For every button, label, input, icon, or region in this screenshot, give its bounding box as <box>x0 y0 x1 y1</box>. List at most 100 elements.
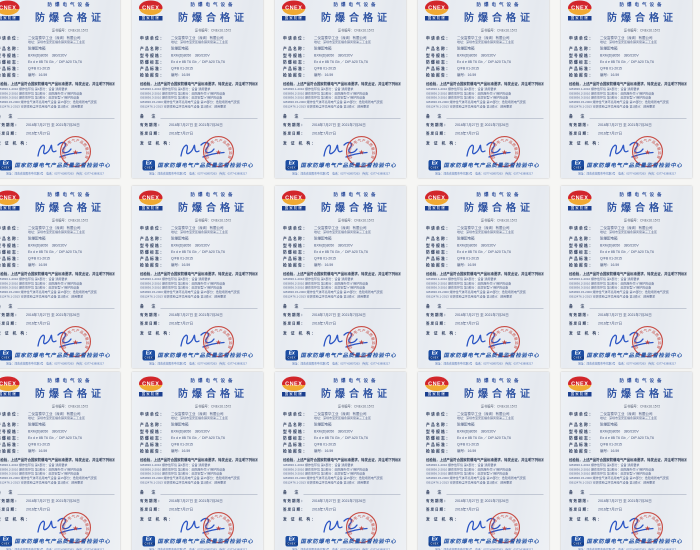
field-label: 检验报告： <box>140 263 165 268</box>
certificate-thumbnail[interactable]: CNEX 国家防爆 防爆电气设备 防爆合格证 证书编号：CNEx16.1572 … <box>561 372 692 550</box>
validity-value: 2016年7月27日 至 2021年7月26日 <box>169 499 223 504</box>
certificate-thumbnail[interactable]: CNEX 国家防爆 防爆电气设备 防爆合格证 证书编号：CNEx16.1572 … <box>418 186 549 368</box>
validity-row: 有效期限： 2016年7月27日 至 2021年7月26日 <box>140 123 258 128</box>
certificate-thumbnail[interactable]: CNEX 国家防爆 防爆电气设备 防爆合格证 证书编号：CNEx16.1572 … <box>0 186 120 368</box>
standard-line: GB12476.1-2013 可燃性粉尘环境用电气设备 第1部分：通用要求 <box>140 481 227 485</box>
field-label: 型号规格： <box>283 53 308 58</box>
conformity-statement: 经检验，上述产品符合国家防爆电气产品标准要求，特发此证，并注明下列标准： <box>0 82 115 87</box>
field-inspection-report: 检验报告： 编号：16.59 <box>283 73 401 78</box>
certificate-thumbnail[interactable]: CNEX 国家防爆 防爆电气设备 防爆合格证 证书编号：CNEx16.1572 … <box>561 0 692 178</box>
certificate-number: 证书编号：CNEx16.1572 <box>480 29 518 33</box>
cnex-logo-text: CNEX <box>285 4 303 11</box>
inspection-center-name: 国家防爆电气产品质量监督检验中心 <box>157 162 254 169</box>
certificate-thumbnail[interactable]: CNEX 国家防爆 防爆电气设备 防爆合格证 证书编号：CNEx16.1572 … <box>275 372 406 550</box>
validity-value: 2016年7月27日 至 2021年7月26日 <box>455 313 509 318</box>
certificate-thumbnail[interactable]: CNEX 国家防爆 防爆电气设备 防爆合格证 证书编号：CNEx16.1572 … <box>132 186 263 368</box>
validity-row: 有效期限： 2016年7月27日 至 2021年7月26日 <box>426 313 544 318</box>
field-applicant: 申请单位： 二仪富泰华工业（深圳）有限公司 地址：深圳市宝安区福永镇凤凰第三工业… <box>569 36 687 45</box>
issue-date-label: 签发日期： <box>426 322 449 326</box>
field-value: Ex d e ⅡB T6 Gb ／ DIP A20 TA,T6 <box>600 250 654 254</box>
field-model-spec: 型号规格： BXM(D)8050 380/220V <box>283 53 401 58</box>
certificate-footer: Ex CNEX 国家防爆电气产品质量监督检验中心 地址：河南省南阳市中光路3号 … <box>0 535 116 550</box>
standard-line: GB3836.2-2010 爆炸性环境 第2部分：由隔爆外壳“d”保护的设备 <box>426 282 512 286</box>
field-label: 防爆标志： <box>426 59 451 65</box>
field-label: 型号规格： <box>283 243 308 248</box>
field-label: 产品名称： <box>569 46 594 52</box>
field-label: 检验报告： <box>140 73 165 78</box>
cnex-logo-oval: CNEX <box>425 190 449 205</box>
standards-list: GB3836.1-2010 爆炸性环境 第1部分：设备 通用要求 GB3836.… <box>426 88 544 109</box>
field-value-line2: 地址：深圳市宝安区福永镇凤凰第三工业区 <box>314 41 372 45</box>
inspection-center-name: 国家防爆电气产品质量监督检验中心 <box>443 352 540 359</box>
standards-list: GB3836.1-2010 爆炸性环境 第1部分：设备 通用要求 GB3836.… <box>426 464 544 485</box>
certificate-header: CNEX 国家防爆 防爆电气设备 防爆合格证 证书编号：CNEx16.1572 <box>568 376 688 409</box>
standard-line: GB3836.3-2010 爆炸性环境 第3部分：由增安型“e”保护的设备 <box>140 96 223 100</box>
field-product-name: 产品名称： 防爆配电箱 <box>0 423 115 428</box>
validity-label: 有效期限： <box>140 123 163 128</box>
issuer-label: 发 证 机 构： <box>283 141 317 146</box>
field-value: 编号：16.59 <box>171 449 191 454</box>
standard-line: GB3836.15-2000 爆炸性气体环境用电气设备 第15部分：危险场所电气… <box>426 290 526 294</box>
standard-line: GB3836.1-2010 爆炸性环境 第1部分：设备 通用要求 <box>569 464 640 468</box>
ex-mark-icon: Ex CNEX <box>285 159 298 171</box>
certificate-thumbnail[interactable]: CNEX 国家防爆 防爆电气设备 防爆合格证 证书编号：CNEx16.1572 … <box>132 372 263 550</box>
issue-date-value: 2016年7月27日 <box>455 132 480 136</box>
certificate-title: 防爆合格证 <box>607 202 677 214</box>
field-product-standard: 产品标准： Q/FB 01-2015 <box>283 67 401 72</box>
field-value: 二仪富泰华工业（深圳）有限公司 <box>28 226 81 231</box>
issue-date-label: 签发日期： <box>426 508 449 512</box>
field-value: Q/FB 01-2015 <box>314 443 336 447</box>
validity-row: 有效期限： 2016年7月27日 至 2021年7月26日 <box>283 123 401 128</box>
field-ex-marking: 防爆标志： Ex d e ⅡB T6 Gb ／ DIP A20 TA,T6 <box>0 60 115 65</box>
issue-date-value: 2016年7月27日 <box>169 508 194 512</box>
field-label: 申请单位： <box>426 226 451 231</box>
equipment-type-label: 防爆电气设备 <box>190 192 236 197</box>
equipment-type-label: 防爆电气设备 <box>619 2 665 7</box>
certificate-thumbnail[interactable]: CNEX 国家防爆 防爆电气设备 防爆合格证 证书编号：CNEx16.1572 … <box>275 0 406 178</box>
certificate-thumbnail[interactable]: CNEX 国家防爆 防爆电气设备 防爆合格证 证书编号：CNEx16.1572 … <box>418 0 549 178</box>
certificate-thumbnail[interactable]: CNEX 国家防爆 防爆电气设备 防爆合格证 证书编号：CNEx16.1572 … <box>561 186 692 368</box>
field-label: 型号规格： <box>569 243 594 248</box>
field-label: 型号规格： <box>140 243 165 248</box>
validity-value: 2016年7月27日 至 2021年7月26日 <box>598 123 652 128</box>
field-label: 检验报告： <box>426 263 451 268</box>
field-label: 产品标准： <box>283 66 308 72</box>
certificate-thumbnail[interactable]: CNEX 国家防爆 防爆电气设备 防爆合格证 证书编号：CNEx16.1572 … <box>132 0 263 178</box>
standard-line: GB3836.2-2010 爆炸性环境 第2部分：由隔爆外壳“d”保护的设备 <box>140 92 226 96</box>
field-label: 产品标准： <box>0 442 22 448</box>
standard-line: GB3836.2-2010 爆炸性环境 第2部分：由隔爆外壳“d”保护的设备 <box>283 92 369 96</box>
certificate-number: 证书编号：CNEx16.1572 <box>623 219 661 223</box>
field-label: 产品标准： <box>426 66 451 72</box>
inspection-center-name: 国家防爆电气产品质量监督检验中心 <box>586 162 683 169</box>
validity-value: 2016年7月27日 至 2021年7月26日 <box>26 499 80 504</box>
remark-label: 备 注 <box>283 114 301 119</box>
field-value: Ex d e ⅡB T6 Gb ／ DIP A20 TA,T6 <box>314 60 368 64</box>
certificate-thumbnail[interactable]: CNEX 国家防爆 防爆电气设备 防爆合格证 证书编号：CNEx16.1572 … <box>0 0 120 178</box>
field-value: BXM(D)8050 380/220V <box>457 429 496 434</box>
field-label: 产品名称： <box>283 422 308 428</box>
issue-date-row: 签发日期： 2016年7月27日 <box>569 507 687 512</box>
certificate-thumbnail[interactable]: CNEX 国家防爆 防爆电气设备 防爆合格证 证书编号：CNEx16.1572 … <box>0 372 120 550</box>
field-label: 检验报告： <box>426 449 451 454</box>
field-ex-marking: 防爆标志： Ex d e ⅡB T6 Gb ／ DIP A20 TA,T6 <box>140 436 258 441</box>
field-label: 申请单位： <box>0 36 22 41</box>
standard-line: GB3836.3-2010 爆炸性环境 第3部分：由增安型“e”保护的设备 <box>0 286 80 290</box>
cnex-logo: CNEX 国家防爆 <box>425 0 449 21</box>
field-value-line2: 地址：深圳市宝安区福永镇凤凰第三工业区 <box>314 231 372 235</box>
field-model-spec: 型号规格： BXM(D)8050 380/220V <box>283 243 401 248</box>
certificate-thumbnail[interactable]: CNEX 国家防爆 防爆电气设备 防爆合格证 证书编号：CNEx16.1572 … <box>418 372 549 550</box>
field-applicant: 申请单位： 二仪富泰华工业（深圳）有限公司 地址：深圳市宝安区福永镇凤凰第三工业… <box>0 412 115 421</box>
field-applicant: 申请单位： 二仪富泰华工业（深圳）有限公司 地址：深圳市宝安区福永镇凤凰第三工业… <box>140 226 258 235</box>
field-label: 产品标准： <box>569 66 594 72</box>
validity-label: 有效期限： <box>426 499 449 504</box>
field-value: BXM(D)8050 380/220V <box>28 429 67 434</box>
certificate-body: 申请单位： 二仪富泰华工业（深圳）有限公司 地址：深圳市宝安区福永镇凤凰第三工业… <box>140 36 258 146</box>
field-product-standard: 产品标准： Q/FB 01-2015 <box>569 67 687 72</box>
field-ex-marking: 防爆标志： Ex d e ⅡB T6 Gb ／ DIP A20 TA,T6 <box>0 436 115 441</box>
field-model-spec: 型号规格： BXM(D)8050 380/220V <box>569 429 687 434</box>
certificate-body: 申请单位： 二仪富泰华工业（深圳）有限公司 地址：深圳市宝安区福永镇凤凰第三工业… <box>426 226 544 336</box>
issue-date-row: 签发日期： 2016年7月27日 <box>569 131 687 136</box>
header-text: 防爆电气设备 防爆合格证 证书编号：CNEx16.1572 <box>596 191 688 223</box>
issue-date-value: 2016年7月27日 <box>455 322 480 326</box>
certificate-thumbnail[interactable]: CNEX 国家防爆 防爆电气设备 防爆合格证 证书编号：CNEx16.1572 … <box>275 186 406 368</box>
